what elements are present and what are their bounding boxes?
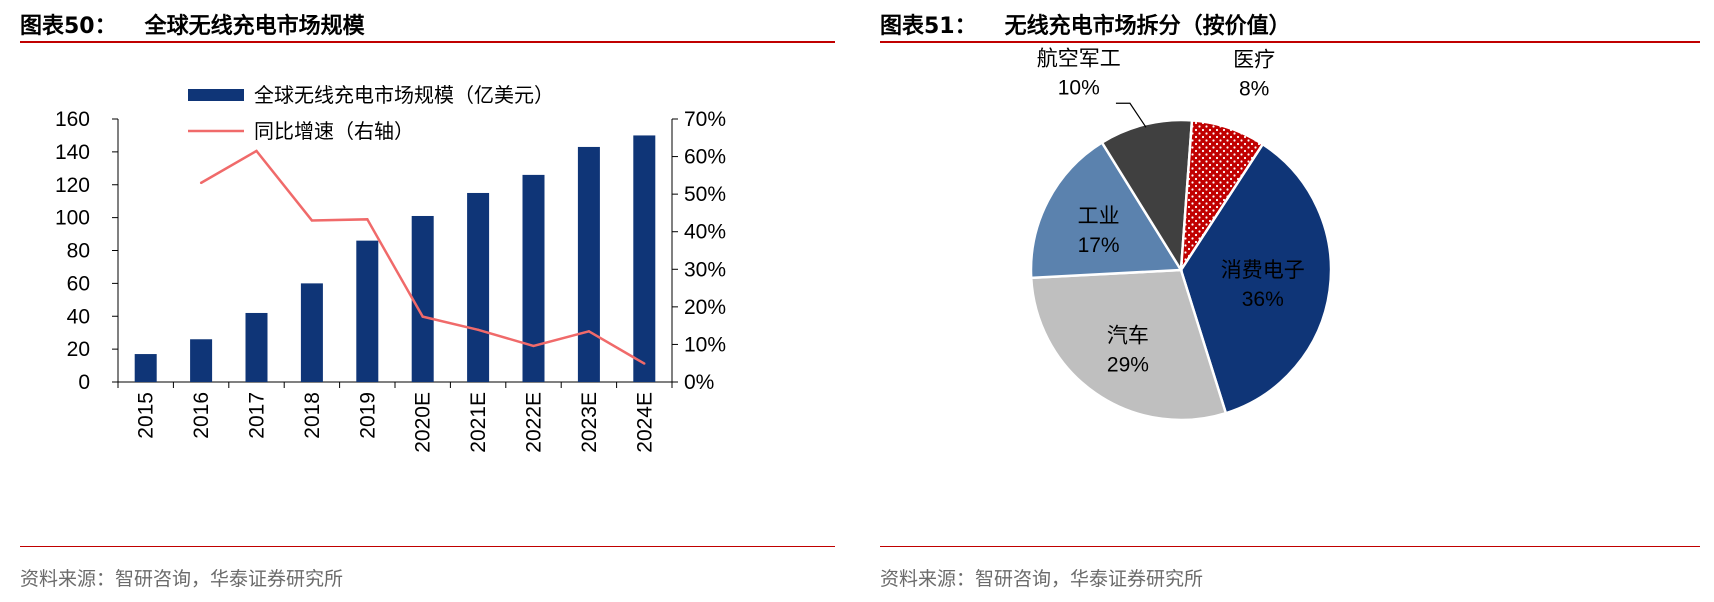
x-tick-label: 2016 bbox=[190, 392, 213, 439]
x-tick-label: 2021E bbox=[467, 392, 490, 453]
right-footer-rule bbox=[880, 546, 1700, 547]
x-tick-label: 2024E bbox=[633, 392, 656, 453]
right-y-tick-label: 60% bbox=[684, 146, 726, 169]
pie-label-name: 消费电子 bbox=[1221, 258, 1305, 282]
left-figure-number: 图表50： bbox=[20, 14, 117, 39]
pie-label-value: 17% bbox=[1078, 234, 1120, 257]
bar-line-chart-panel: 图表50： 全球无线充电市场规模 0 20 40 60 80 100 120 140 160 0% 1… bbox=[0, 0, 850, 602]
right-y-tick-label: 70% bbox=[684, 108, 726, 131]
bar bbox=[190, 339, 213, 382]
left-header-rule bbox=[20, 41, 835, 43]
bar bbox=[522, 174, 545, 382]
left-source-note: 资料来源：智研咨询，华泰证券研究所 bbox=[20, 568, 344, 590]
right-y-tick-label: 0% bbox=[684, 371, 714, 394]
pie-label-value: 36% bbox=[1242, 288, 1284, 311]
growth-rate-point bbox=[366, 218, 369, 221]
pie-label-name: 航空军工 bbox=[1037, 47, 1121, 71]
right-header-rule bbox=[880, 41, 1700, 43]
left-figure-title: 全球无线充电市场规模 bbox=[144, 14, 365, 39]
right-source-note: 资料来源：智研咨询，华泰证券研究所 bbox=[880, 568, 1204, 590]
right-figure-number: 图表51： bbox=[880, 14, 977, 39]
left-y-tick-label: 20 bbox=[67, 338, 90, 361]
x-tick-label: 2018 bbox=[301, 392, 324, 439]
growth-rate-point bbox=[643, 362, 646, 365]
bar bbox=[411, 215, 434, 382]
growth-rate-point bbox=[255, 149, 258, 153]
pie-slice bbox=[1100, 118, 1194, 274]
left-y-tick-label: 0 bbox=[78, 371, 90, 394]
left-y-tick-label: 80 bbox=[67, 240, 90, 263]
right-figure-title: 无线充电市场拆分（按价值） bbox=[1004, 14, 1291, 39]
x-tick-label: 2022E bbox=[523, 392, 546, 453]
left-y-tick-label: 140 bbox=[55, 141, 90, 164]
pie-chart-panel: 图表51： 无线充电市场拆分（按价值） 消费电子 36% 汽车 29% 工业 17% 航空军工… bbox=[865, 0, 1714, 602]
pie-label-value: 29% bbox=[1107, 353, 1149, 376]
left-y-tick-label: 60 bbox=[67, 272, 90, 295]
bar bbox=[577, 146, 600, 382]
pie-chart: 消费电子 36% 汽车 29% 工业 17% 航空军工 10% 医疗 8% bbox=[1029, 47, 1333, 422]
x-tick-label: 2019 bbox=[356, 392, 379, 439]
right-figure-header: 图表51： 无线充电市场拆分（按价值） bbox=[880, 8, 1291, 40]
growth-rate-point bbox=[310, 219, 314, 222]
growth-rate-point bbox=[476, 328, 480, 331]
bar bbox=[356, 240, 379, 382]
pie-slice bbox=[1029, 268, 1228, 422]
bar bbox=[633, 135, 656, 382]
x-tick-label: 2020E bbox=[412, 392, 435, 453]
bar-line-chart: 0 20 40 60 80 100 120 140 160 0% 10% 20% 30% 40% 50% 60… bbox=[55, 83, 726, 453]
bar bbox=[134, 354, 157, 382]
bar bbox=[300, 283, 323, 382]
pie-label-name: 工业 bbox=[1078, 204, 1120, 228]
growth-rate-point bbox=[587, 330, 591, 333]
growth-rate-point bbox=[199, 181, 203, 185]
left-y-tick-label: 100 bbox=[55, 207, 90, 230]
pie-label-name: 医疗 bbox=[1233, 47, 1275, 71]
x-tick-label: 2017 bbox=[246, 392, 269, 439]
pie-slice bbox=[1179, 119, 1265, 271]
left-y-tick-label: 160 bbox=[55, 108, 90, 131]
left-footer-rule bbox=[20, 546, 835, 547]
legend-swatch-market-size bbox=[188, 89, 244, 101]
right-y-tick-label: 50% bbox=[684, 183, 726, 206]
legend-label-growth-rate: 同比增速（右轴） bbox=[254, 119, 414, 143]
legend-label-market-size: 全球无线充电市场规模（亿美元） bbox=[254, 83, 554, 107]
right-y-tick-label: 30% bbox=[684, 258, 726, 281]
pie-slice bbox=[1029, 140, 1184, 280]
x-tick-label: 2015 bbox=[135, 392, 158, 439]
left-y-tick-label: 40 bbox=[67, 305, 90, 328]
pie-label-value: 8% bbox=[1239, 77, 1269, 100]
pie-label-name: 汽车 bbox=[1107, 323, 1149, 347]
bar bbox=[467, 192, 490, 382]
right-y-tick-label: 20% bbox=[684, 296, 726, 319]
left-figure-header: 图表50： 全球无线充电市场规模 bbox=[20, 8, 365, 40]
right-y-tick-label: 40% bbox=[684, 221, 726, 244]
bar bbox=[245, 312, 268, 382]
growth-rate-point bbox=[421, 315, 424, 318]
pie-leader-line bbox=[1115, 102, 1147, 128]
pie-label-value: 10% bbox=[1058, 77, 1100, 100]
growth-rate-point bbox=[532, 344, 535, 348]
pie-slice bbox=[1179, 142, 1333, 415]
left-y-tick-label: 120 bbox=[55, 174, 90, 197]
right-y-tick-label: 10% bbox=[684, 333, 726, 356]
x-tick-label: 2023E bbox=[578, 392, 601, 453]
